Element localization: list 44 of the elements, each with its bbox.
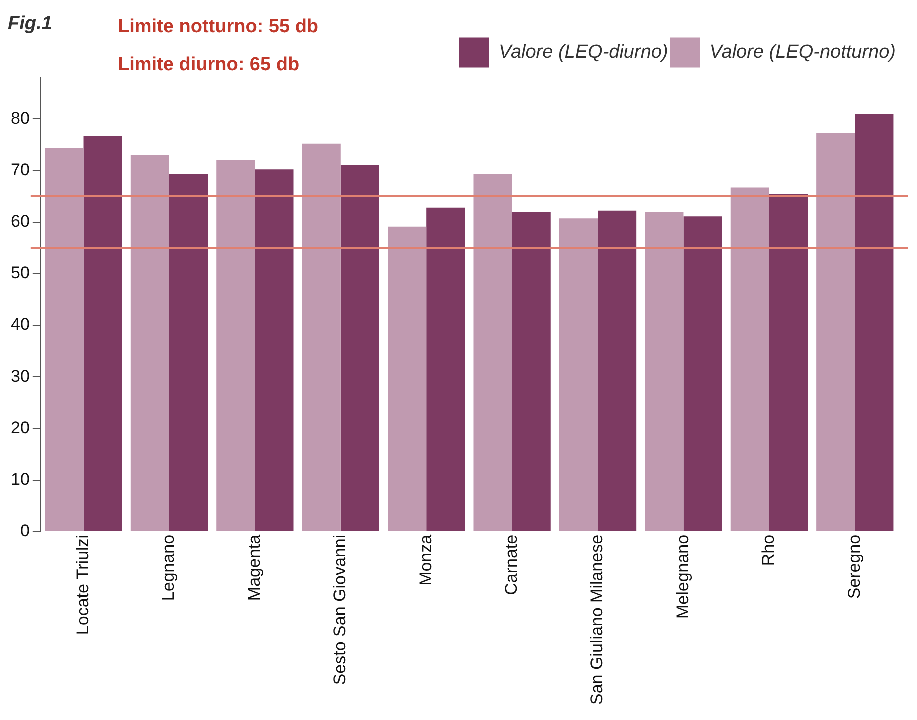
y-tick-label: 40	[10, 315, 30, 334]
bar	[426, 208, 466, 532]
x-tick-label: Rho	[759, 534, 778, 566]
text: Limite notturno: 55 db	[118, 16, 319, 38]
legend-label: Valore (LEQ-notturno)	[710, 42, 896, 64]
bar	[340, 165, 380, 532]
y-tick-label: 30	[10, 366, 30, 386]
bar	[130, 155, 170, 532]
bar	[855, 114, 894, 532]
text: Limite diurno: 65 db	[118, 54, 300, 76]
bar	[512, 212, 551, 532]
y-tick-label: 60	[10, 212, 30, 231]
y-tick-label: 80	[10, 108, 30, 128]
bar	[302, 144, 341, 532]
bar	[388, 226, 427, 532]
y-tick-label: 0	[20, 522, 30, 541]
bar	[45, 148, 84, 532]
y-tick-label: 70	[10, 160, 30, 180]
bar	[169, 174, 208, 532]
x-tick-label: San Giuliano Milanese	[588, 534, 607, 706]
x-tick-label: Monza	[416, 534, 436, 586]
bar	[816, 134, 856, 532]
x-tick-label: Melegnano	[673, 534, 692, 620]
bar	[684, 216, 722, 532]
bar	[598, 210, 637, 532]
bar	[474, 174, 512, 532]
x-tick-label: Sesto San Giovanni	[330, 534, 350, 686]
x-tick-label: Locate Triulzi	[73, 534, 92, 636]
x-tick-label: Magenta	[244, 534, 264, 602]
y-tick-label: 50	[10, 264, 30, 283]
bar	[645, 212, 684, 532]
y-tick-label: 10	[10, 470, 30, 489]
bar	[559, 218, 598, 532]
chart-title: Fig.1	[8, 14, 52, 35]
bar	[216, 160, 256, 532]
bar	[84, 136, 122, 532]
bar	[255, 170, 294, 532]
legend-label: Valore (LEQ-diurno)	[498, 42, 668, 64]
x-tick-label: Carnate	[502, 534, 521, 596]
bar	[730, 188, 770, 532]
x-tick-label: Seregno	[844, 534, 864, 600]
bar	[769, 194, 808, 532]
x-tick-label: Legnano	[159, 534, 178, 602]
y-tick-label: 20	[10, 418, 30, 438]
